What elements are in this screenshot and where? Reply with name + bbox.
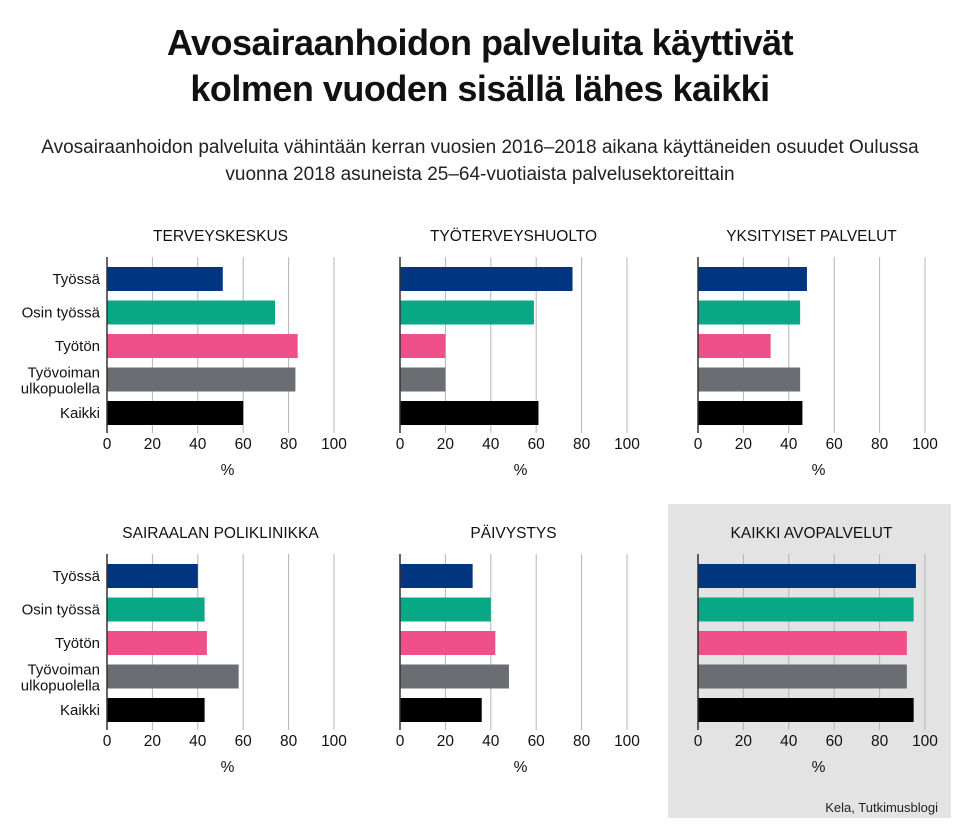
category-label: Työvoiman bbox=[27, 365, 100, 382]
tick-label: 20 bbox=[437, 436, 455, 453]
axis-label: % bbox=[514, 759, 528, 776]
bar-5 bbox=[107, 401, 244, 425]
tick-label: 0 bbox=[694, 733, 703, 750]
bar-4 bbox=[698, 664, 907, 689]
bar-4 bbox=[107, 367, 296, 392]
tick-label: 20 bbox=[144, 436, 162, 453]
category-label: ulkopuolella bbox=[21, 381, 101, 398]
axis-label: % bbox=[221, 759, 235, 776]
tick-label: 20 bbox=[735, 733, 753, 750]
tick-label: 40 bbox=[482, 436, 500, 453]
axis-label: % bbox=[812, 759, 826, 776]
bar-2 bbox=[400, 597, 491, 622]
tick-label: 0 bbox=[396, 733, 405, 750]
tick-label: 0 bbox=[103, 436, 112, 453]
chart-title-line-2: kolmen vuoden sisällä lähes kaikki bbox=[190, 68, 770, 109]
bar-5 bbox=[698, 698, 914, 722]
tick-label: 40 bbox=[482, 733, 500, 750]
axis-label: % bbox=[812, 462, 826, 479]
chart-title: Avosairaanhoidon palveluita käyttivät ko… bbox=[0, 20, 960, 112]
bar-2 bbox=[698, 300, 801, 325]
panel-title: PÄIVYSTYS bbox=[470, 525, 556, 542]
tick-label: 100 bbox=[321, 436, 347, 453]
panel-title: KAIKKI AVOPALVELUT bbox=[731, 525, 893, 542]
panel-title: YKSITYISET PALVELUT bbox=[726, 228, 897, 245]
tick-label: 0 bbox=[103, 733, 112, 750]
bar-5 bbox=[107, 698, 205, 722]
bar-5 bbox=[400, 698, 482, 722]
panel-title: TYÖTERVEYSHUOLTO bbox=[430, 227, 597, 245]
bar-1 bbox=[400, 564, 473, 588]
bar-2 bbox=[107, 300, 275, 325]
tick-label: 0 bbox=[694, 436, 703, 453]
bar-4 bbox=[400, 664, 509, 689]
category-label: Osin työssä bbox=[22, 602, 101, 619]
tick-label: 0 bbox=[396, 436, 405, 453]
tick-label: 80 bbox=[573, 436, 591, 453]
highlight-background bbox=[668, 504, 951, 818]
bar-4 bbox=[698, 367, 801, 392]
axis-label: % bbox=[221, 462, 235, 479]
bar-1 bbox=[107, 564, 198, 588]
bar-1 bbox=[107, 267, 223, 291]
tick-label: 80 bbox=[280, 733, 298, 750]
tick-label: 60 bbox=[528, 436, 546, 453]
tick-label: 40 bbox=[780, 436, 798, 453]
bar-3 bbox=[698, 334, 771, 358]
panel-title: TERVEYSKESKUS bbox=[153, 228, 288, 245]
category-label: Työtön bbox=[55, 338, 100, 355]
tick-label: 80 bbox=[871, 436, 889, 453]
bar-3 bbox=[400, 631, 496, 655]
axis-label: % bbox=[514, 462, 528, 479]
bar-3 bbox=[107, 631, 207, 655]
tick-label: 100 bbox=[614, 436, 640, 453]
tick-label: 100 bbox=[321, 733, 347, 750]
chart-title-line-1: Avosairaanhoidon palveluita käyttivät bbox=[166, 22, 794, 63]
bar-5 bbox=[698, 401, 803, 425]
tick-label: 40 bbox=[780, 733, 798, 750]
bar-2 bbox=[698, 597, 914, 622]
tick-label: 60 bbox=[826, 733, 844, 750]
chart-subtitle: Avosairaanhoidon palveluita vähintään ke… bbox=[0, 134, 960, 188]
category-label: ulkopuolella bbox=[21, 678, 101, 695]
tick-label: 60 bbox=[235, 733, 253, 750]
bar-2 bbox=[400, 300, 534, 325]
tick-label: 80 bbox=[573, 733, 591, 750]
tick-label: 80 bbox=[280, 436, 298, 453]
panel-title: SAIRAALAN POLIKLINIKKA bbox=[122, 525, 319, 542]
bar-1 bbox=[400, 267, 573, 291]
tick-label: 20 bbox=[437, 733, 455, 750]
category-label: Osin työssä bbox=[22, 305, 101, 322]
bar-3 bbox=[400, 334, 446, 358]
bar-4 bbox=[107, 664, 239, 689]
tick-label: 20 bbox=[144, 733, 162, 750]
bar-4 bbox=[400, 367, 446, 392]
category-label: Työssä bbox=[52, 271, 100, 288]
tick-label: 60 bbox=[528, 733, 546, 750]
bar-1 bbox=[698, 564, 916, 588]
tick-label: 40 bbox=[189, 733, 207, 750]
tick-label: 20 bbox=[735, 436, 753, 453]
category-label: Työvoiman bbox=[27, 662, 100, 679]
source-credit: Kela, Tutkimusblogi bbox=[825, 800, 938, 815]
bar-5 bbox=[400, 401, 539, 425]
category-label: Kaikki bbox=[60, 405, 100, 422]
bar-2 bbox=[107, 597, 205, 622]
tick-label: 100 bbox=[912, 436, 938, 453]
category-label: Työtön bbox=[55, 635, 100, 652]
tick-label: 60 bbox=[235, 436, 253, 453]
bar-3 bbox=[107, 334, 298, 358]
category-label: Työssä bbox=[52, 568, 100, 585]
tick-label: 80 bbox=[871, 733, 889, 750]
tick-label: 100 bbox=[614, 733, 640, 750]
chart-subtitle-line-2: vuonna 2018 asuneista 25–64-vuotiaista p… bbox=[225, 164, 735, 185]
tick-label: 40 bbox=[189, 436, 207, 453]
category-label: Kaikki bbox=[60, 702, 100, 719]
bar-3 bbox=[698, 631, 907, 655]
bar-1 bbox=[698, 267, 807, 291]
tick-label: 60 bbox=[826, 436, 844, 453]
chart-subtitle-line-1: Avosairaanhoidon palveluita vähintään ke… bbox=[41, 137, 919, 158]
tick-label: 100 bbox=[912, 733, 938, 750]
